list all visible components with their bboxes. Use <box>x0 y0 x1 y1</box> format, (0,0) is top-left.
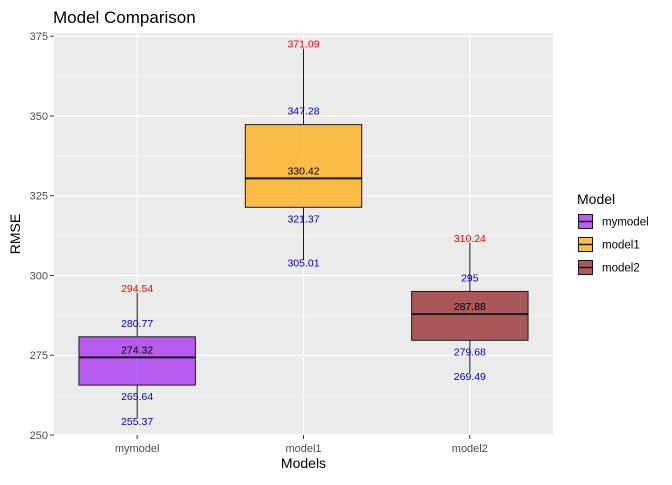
box-body <box>78 336 196 386</box>
y-tick-label: 325 <box>30 191 48 203</box>
legend-label: mymodel <box>602 217 649 229</box>
box-model1 <box>244 48 363 260</box>
median-label: 274.32 <box>121 344 153 356</box>
y-tick-label: 350 <box>30 111 48 123</box>
y-tick-label: 275 <box>30 350 48 362</box>
y-tick-label: 300 <box>30 270 48 282</box>
median-label: 330.42 <box>287 165 319 177</box>
box-body <box>411 290 529 341</box>
boxes-layer <box>78 48 529 418</box>
box-mymodel <box>78 292 196 418</box>
q3-label: 347.28 <box>287 106 319 118</box>
box-model2 <box>411 242 529 373</box>
y-axis-title: RMSE <box>7 214 23 254</box>
chart-title: Model Comparison <box>53 8 196 27</box>
q3-label: 295 <box>461 272 479 284</box>
legend: Model mymodel model1 model2 <box>577 191 649 276</box>
x-axis: mymodel model1 model2 <box>115 435 488 455</box>
max-label: 310.24 <box>454 233 486 245</box>
x-axis-title: Models <box>281 455 326 471</box>
x-tick-label: model2 <box>452 443 488 455</box>
legend-key-mymodel <box>577 213 594 230</box>
box-body <box>244 124 363 208</box>
q1-label: 321.37 <box>287 213 319 225</box>
x-tick-label: mymodel <box>115 443 160 455</box>
y-tick-label: 250 <box>30 430 48 442</box>
legend-key-model2 <box>577 259 594 276</box>
x-tick-label: model1 <box>285 443 321 455</box>
q3-label: 280.77 <box>121 318 153 330</box>
min-label: 255.37 <box>121 416 153 428</box>
y-axis: 250 275 300 325 350 375 <box>30 31 54 442</box>
legend-title: Model <box>577 191 615 207</box>
legend-key-model1 <box>577 236 594 253</box>
legend-label: model2 <box>602 263 640 275</box>
median-label: 287.88 <box>454 301 486 313</box>
y-tick-label: 375 <box>30 31 48 43</box>
legend-label: model1 <box>602 240 640 252</box>
q1-label: 265.64 <box>121 391 153 403</box>
max-label: 294.54 <box>121 283 153 295</box>
min-label: 269.49 <box>454 371 486 383</box>
min-label: 305.01 <box>287 257 319 269</box>
q1-label: 279.68 <box>454 346 486 358</box>
max-label: 371.09 <box>287 39 319 51</box>
value-labels-layer: 294.54 280.77 274.32 265.64 255.37 371.09 347.… <box>121 39 486 428</box>
